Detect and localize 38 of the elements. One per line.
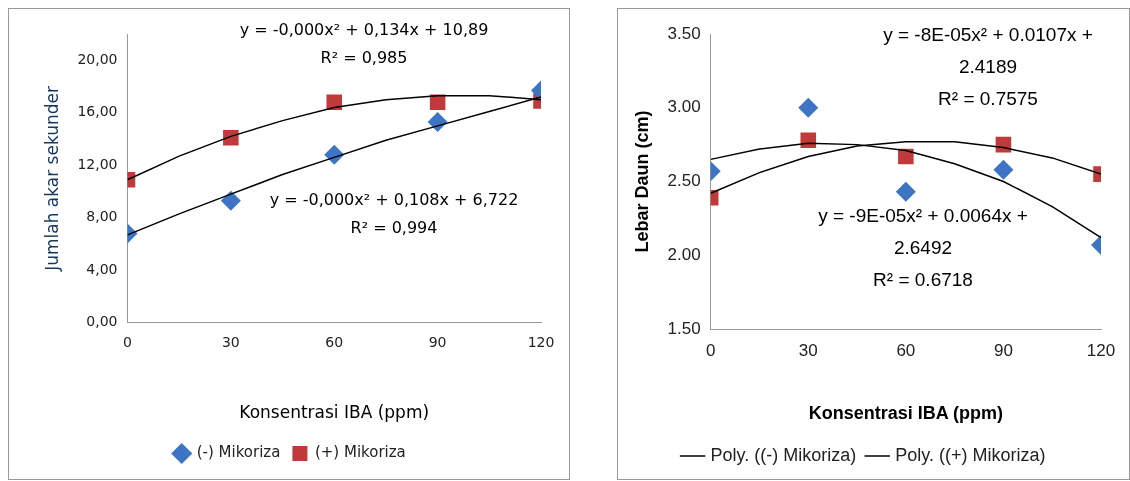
x-tick-label: 0 xyxy=(705,340,716,360)
x-tick-label: 120 xyxy=(527,333,555,350)
y-tick-label: 20,00 xyxy=(77,50,118,67)
x-tick-label: 120 xyxy=(1086,340,1116,360)
legend-label: (+) Mikoriza xyxy=(314,443,406,462)
point xyxy=(895,181,916,202)
y-tick-label: 1.50 xyxy=(667,318,701,338)
y-axis-title: Jumlah akar sekunder xyxy=(41,85,62,272)
point xyxy=(798,97,819,118)
point xyxy=(429,94,446,111)
y-tick-label: 3.50 xyxy=(667,23,701,43)
x-tick-label: 90 xyxy=(428,333,447,350)
y-tick-label: 2.00 xyxy=(667,244,701,264)
legend-label: Poly. ((-) Mikoriza) xyxy=(710,444,857,465)
annotation: y = -0,000x² + 0,134x + 10,89 R² = 0,985 xyxy=(239,20,489,68)
y-tick-label: 2.50 xyxy=(667,171,701,191)
y-tick-label: 8,00 xyxy=(86,208,118,225)
y-axis-title: Lebar Daun (cm) xyxy=(631,110,652,253)
y-tick-label: 4,00 xyxy=(86,260,118,277)
x-axis-title: Konsentrasi IBA (ppm) xyxy=(808,403,1004,424)
x-tick-label: 0 xyxy=(123,333,132,350)
legend-label: Poly. ((+) Mikoriza) xyxy=(895,444,1046,465)
point xyxy=(800,132,817,148)
x-axis-title: Konsentrasi IBA (ppm) xyxy=(239,402,430,423)
annotation: y = -0,000x² + 0,108x + 6,722 R² = 0,994 xyxy=(269,190,519,238)
x-tick-label: 60 xyxy=(896,340,916,360)
y-tick-label: 3.00 xyxy=(667,97,701,117)
annotation: y = -9E-05x² + 0.0064x + 2.6492 R² = 0.6718 xyxy=(818,205,1028,291)
legend-label: (-) Mikoriza xyxy=(196,443,281,462)
point xyxy=(326,94,343,111)
y-tick-label: 12,00 xyxy=(77,155,118,172)
y-tick-label: 16,00 xyxy=(77,103,118,120)
x-tick-label: 60 xyxy=(325,333,344,350)
x-tick-label: 90 xyxy=(993,340,1013,360)
x-tick-label: 30 xyxy=(221,333,240,350)
x-tick-label: 30 xyxy=(798,340,818,360)
annotation: y = -8E-05x² + 0.0107x + 2.4189 R² = 0.7575 xyxy=(883,24,1093,110)
y-tick-label: 0,00 xyxy=(86,313,118,330)
